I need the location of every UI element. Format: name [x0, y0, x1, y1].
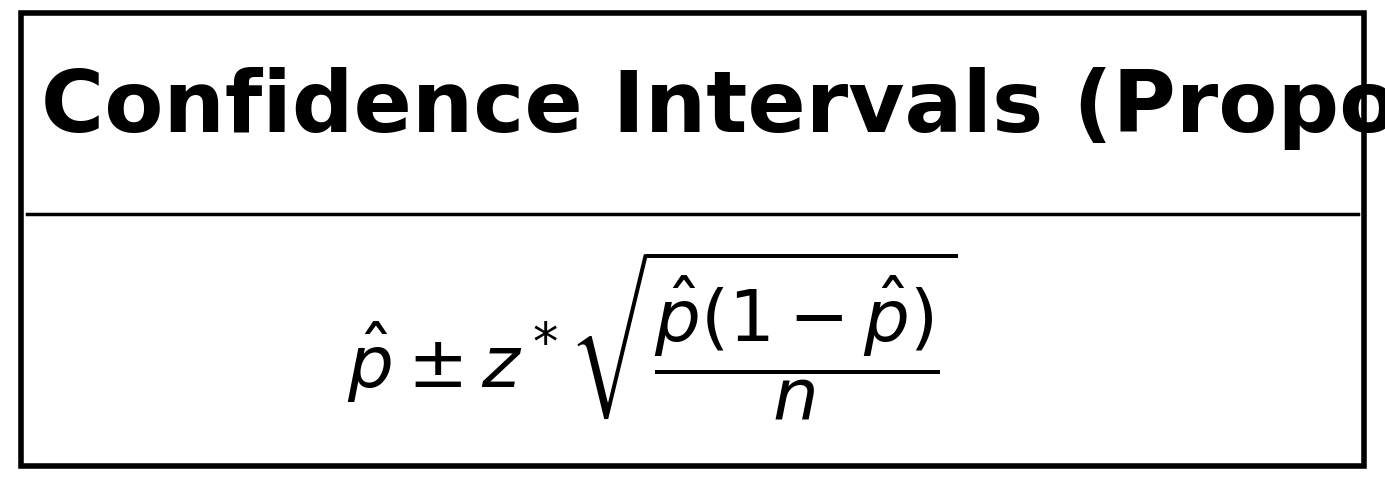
- Text: $\hat{p} \pm z^* \sqrt{\dfrac{\hat{p}(1-\hat{p})}{n}}$: $\hat{p} \pm z^* \sqrt{\dfrac{\hat{p}(1-…: [346, 248, 957, 420]
- Text: Confidence Intervals (Proportions): Confidence Intervals (Proportions): [42, 67, 1385, 150]
